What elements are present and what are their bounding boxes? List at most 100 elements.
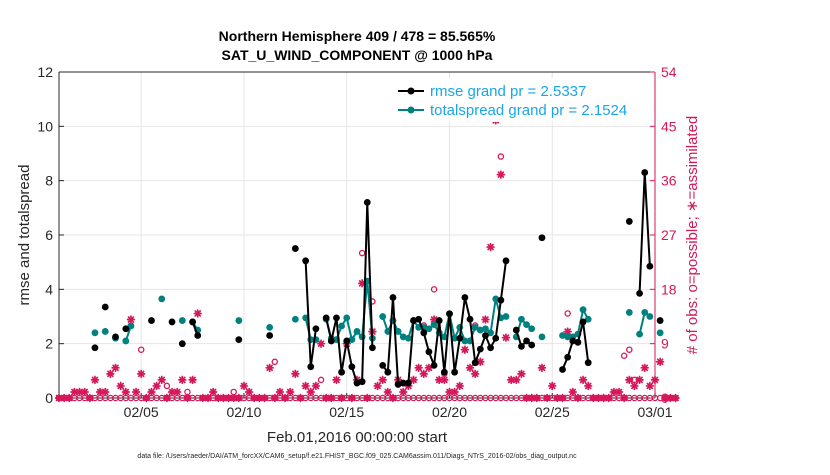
assimilated-stroke bbox=[605, 394, 613, 402]
assimilated-stroke bbox=[163, 394, 171, 402]
assimilated-obs-point bbox=[90, 375, 100, 385]
possible-obs-point bbox=[564, 310, 571, 317]
assimilated-stroke bbox=[610, 388, 618, 396]
assimilated-stroke bbox=[487, 243, 494, 251]
assimilated-stroke bbox=[256, 394, 263, 402]
assimilated-obs-point bbox=[563, 327, 572, 336]
assimilated-obs-point bbox=[388, 393, 398, 403]
assimilated-stroke bbox=[384, 388, 392, 396]
rmse-point bbox=[327, 337, 335, 345]
assimilated-obs-point bbox=[203, 393, 213, 403]
totalspread-point bbox=[482, 325, 489, 333]
assimilated-obs-point bbox=[208, 387, 218, 397]
assimilated-stroke bbox=[65, 394, 73, 402]
obs-count-markers bbox=[54, 111, 680, 403]
rmse-point bbox=[291, 245, 299, 252]
y-tick-label-left: 0 bbox=[45, 390, 53, 406]
assimilated-obs-point bbox=[357, 279, 367, 288]
assimilated-stroke bbox=[636, 376, 643, 384]
assimilated-obs-point bbox=[280, 393, 290, 403]
assimilated-stroke bbox=[214, 394, 222, 402]
assimilated-stroke bbox=[564, 328, 571, 335]
assimilated-obs-point bbox=[70, 387, 79, 397]
y-tick-label-right: 36 bbox=[661, 173, 677, 189]
totalspread-point bbox=[584, 315, 592, 323]
assimilated-stroke bbox=[122, 388, 130, 396]
x-tick-label: 02/05 bbox=[124, 404, 159, 420]
assimilated-stroke bbox=[173, 388, 181, 396]
assimilated-stroke bbox=[518, 370, 525, 378]
assimilated-obs-point bbox=[501, 333, 511, 342]
totalspread-point bbox=[538, 333, 546, 341]
assimilated-obs-point bbox=[383, 387, 393, 397]
assimilated-obs-point bbox=[260, 393, 269, 403]
assimilated-stroke bbox=[425, 364, 433, 372]
assimilated-stroke bbox=[584, 382, 592, 390]
assimilated-obs-point bbox=[645, 381, 655, 391]
rmse-point bbox=[399, 379, 407, 387]
assimilated-stroke bbox=[579, 376, 587, 384]
assimilated-obs-point bbox=[193, 309, 202, 318]
legend-box bbox=[396, 78, 648, 122]
assimilated-stroke bbox=[168, 388, 176, 396]
assimilated-stroke bbox=[271, 394, 279, 402]
assimilated-stroke bbox=[86, 394, 94, 402]
rmse-point bbox=[466, 315, 474, 323]
assimilated-stroke bbox=[148, 388, 155, 396]
assimilated-obs-point bbox=[172, 387, 182, 397]
assimilated-obs-point bbox=[409, 375, 418, 385]
rmse-point bbox=[363, 199, 371, 206]
data-file-footnote: data file: /Users/raeder/DAI/ATM_forcXX/… bbox=[137, 453, 577, 460]
assimilated-obs-point bbox=[517, 369, 526, 379]
assimilated-stroke bbox=[81, 388, 88, 396]
assimilated-obs-point bbox=[542, 393, 552, 403]
totalspread-point bbox=[122, 337, 130, 345]
legend-rmse-marker bbox=[407, 87, 415, 95]
assimilated-stroke bbox=[184, 394, 191, 402]
y-tick-label-right: 9 bbox=[661, 336, 669, 352]
x-axis-label: Feb.01,2016 00:00:00 start bbox=[267, 429, 448, 446]
totalspread-point bbox=[404, 334, 412, 342]
assimilated-obs-point bbox=[337, 393, 346, 403]
assimilated-obs-point bbox=[291, 369, 300, 379]
y-tick-label-left: 12 bbox=[37, 64, 53, 80]
rmse-point bbox=[435, 317, 443, 324]
totalspread-point bbox=[518, 315, 525, 323]
y-tick-label-left: 10 bbox=[37, 118, 53, 134]
rmse-point bbox=[584, 359, 592, 367]
assimilated-stroke bbox=[523, 394, 530, 402]
assimilated-stroke bbox=[482, 316, 489, 323]
assimilated-stroke bbox=[548, 382, 556, 390]
assimilated-stroke bbox=[528, 394, 535, 402]
rmse-point bbox=[538, 234, 546, 242]
y-tick-label-right: 18 bbox=[661, 281, 677, 297]
assimilated-obs-point bbox=[111, 363, 120, 373]
assimilated-stroke bbox=[153, 382, 160, 390]
rmse-point bbox=[569, 337, 577, 345]
possible-obs-point bbox=[317, 376, 325, 384]
assimilated-stroke bbox=[194, 310, 202, 317]
assimilated-stroke bbox=[374, 382, 381, 390]
rmse-point bbox=[559, 366, 566, 373]
assimilated-obs-point bbox=[65, 393, 74, 403]
axis-ticks: 02/0502/1002/1502/2002/2503/010246810120… bbox=[37, 64, 676, 420]
rmse-point bbox=[189, 318, 196, 326]
assimilated-obs-point bbox=[332, 375, 341, 385]
assimilated-stroke bbox=[107, 370, 114, 378]
x-tick-label: 02/20 bbox=[432, 404, 467, 420]
assimilated-stroke bbox=[631, 382, 638, 390]
totalspread-point bbox=[158, 295, 166, 303]
assimilated-stroke bbox=[158, 376, 166, 384]
assimilated-stroke bbox=[441, 376, 448, 384]
rmse-point bbox=[369, 344, 376, 352]
assimilated-obs-point bbox=[363, 393, 372, 403]
assimilated-stroke bbox=[137, 370, 145, 378]
totalspread-point bbox=[379, 313, 387, 320]
totalspread-point bbox=[91, 329, 99, 337]
assimilated-obs-point bbox=[424, 363, 434, 373]
rmse-point bbox=[636, 290, 643, 297]
assimilated-obs-point bbox=[136, 369, 146, 379]
assimilated-stroke bbox=[225, 394, 232, 402]
assimilated-obs-point bbox=[558, 393, 567, 403]
totalspread-point bbox=[430, 321, 438, 329]
